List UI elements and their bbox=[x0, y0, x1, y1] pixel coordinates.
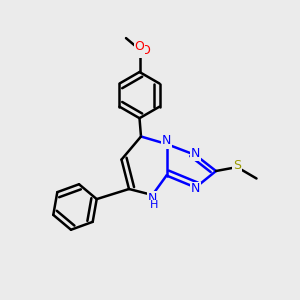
Text: N: N bbox=[191, 182, 200, 196]
Text: O: O bbox=[140, 44, 150, 57]
Text: O: O bbox=[135, 40, 144, 53]
Text: H: H bbox=[150, 200, 158, 211]
Text: N: N bbox=[148, 191, 157, 205]
Text: N: N bbox=[191, 147, 200, 160]
Text: S: S bbox=[233, 159, 241, 172]
Text: N: N bbox=[162, 134, 171, 148]
